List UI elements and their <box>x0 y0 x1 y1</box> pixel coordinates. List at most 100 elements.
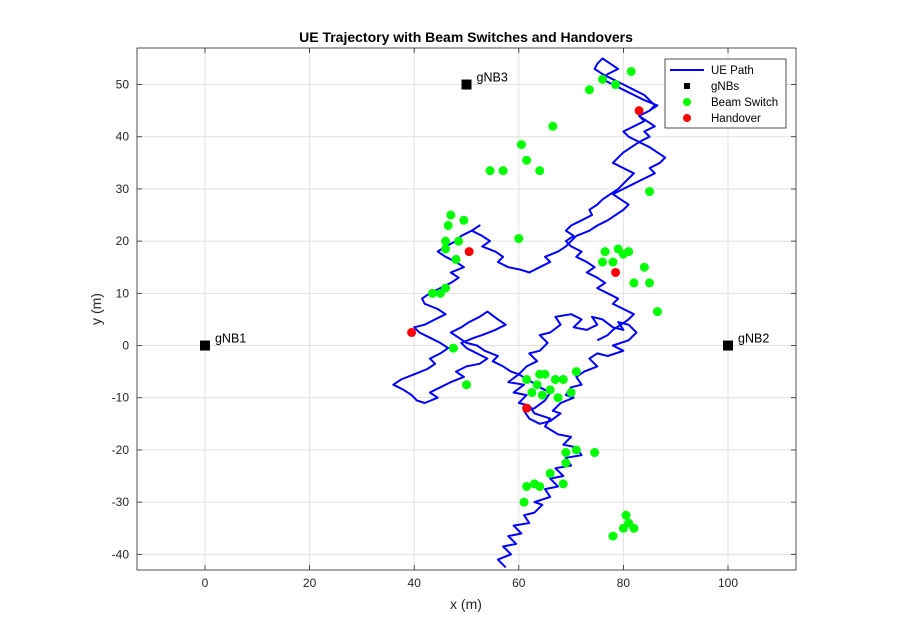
handover-point <box>407 327 417 337</box>
beam-switch-point <box>441 244 451 254</box>
beam-switch-point <box>608 531 618 541</box>
x-tick-label: 20 <box>303 576 317 590</box>
legend-label-ue-path: UE Path <box>711 65 754 77</box>
beam-switch-point <box>522 481 532 491</box>
y-tick-label: 40 <box>116 130 130 144</box>
x-tick-label: 80 <box>617 576 631 590</box>
beam-switch-point <box>535 369 545 379</box>
beam-switch-point <box>527 388 537 398</box>
y-tick-label: 0 <box>122 339 129 353</box>
beam-switch-point <box>462 380 471 390</box>
beam-switch-point <box>485 166 495 176</box>
y-tick-label: -40 <box>112 547 130 561</box>
beam-switch-point <box>590 448 600 458</box>
beam-switch-point <box>498 166 508 176</box>
y-tick-label: -20 <box>112 443 130 457</box>
beam-switch-point <box>522 374 532 384</box>
beam-switch-point <box>571 445 581 455</box>
x-tick-label: 100 <box>718 576 738 590</box>
y-tick-label: 30 <box>116 182 130 196</box>
gnb-label: gNB3 <box>477 71 508 85</box>
handover-point <box>611 267 621 277</box>
legend: UE Path gNBs Beam Switch Handover <box>664 58 787 129</box>
beam-switch-point <box>618 523 628 533</box>
beam-switch-point <box>584 85 594 95</box>
y-tick-label: 50 <box>116 78 130 92</box>
beam-switch-point <box>535 481 545 491</box>
beam-switch-point <box>545 385 555 395</box>
axes-box <box>136 47 797 571</box>
beam-switch-point <box>621 510 631 520</box>
beam-switch-point <box>626 66 636 76</box>
beam-switch-point <box>608 257 618 267</box>
chart-title: UE Trajectory with Beam Switches and Han… <box>299 29 633 45</box>
legend-swatch-gnbs <box>684 83 690 89</box>
gnb-label: gNB1 <box>215 332 246 346</box>
beam-switch-point <box>611 80 621 90</box>
beam-switch-point <box>558 374 568 384</box>
axes <box>136 47 797 571</box>
gnb-label: gNB2 <box>738 332 769 346</box>
beam-switch-point <box>597 74 607 84</box>
handover-point <box>522 403 532 413</box>
ue-path-line <box>392 57 667 569</box>
beam-switch-point <box>652 307 662 317</box>
legend-label-handover: Handover <box>711 113 761 125</box>
gnb-marker <box>461 79 472 90</box>
legend-label-gnbs: gNBs <box>711 81 739 93</box>
beam-switch-point <box>600 247 610 257</box>
legend-label-beam-switch: Beam Switch <box>711 97 778 109</box>
beam-switch-point <box>519 497 529 507</box>
beam-switch-point <box>553 393 563 403</box>
beam-switch-point <box>428 288 438 298</box>
beam-switch-point <box>548 121 558 131</box>
gnb-marker <box>199 340 210 351</box>
beam-switch-point <box>451 254 461 264</box>
data-layer <box>199 57 734 569</box>
beam-switch-point <box>550 374 560 384</box>
beam-switch-point <box>561 458 571 468</box>
plot-area <box>137 48 796 570</box>
beam-switch-point <box>558 479 568 489</box>
beam-switch-point <box>459 215 469 225</box>
x-tick-label: 40 <box>408 576 422 590</box>
beam-switch-point <box>516 140 526 150</box>
y-axis-label: y (m) <box>88 293 104 325</box>
tick-labels: 0 20 40 60 80 100 -40 -30 -20 -10 0 10 20 30 40 50 <box>112 78 739 590</box>
beam-switch-point <box>446 210 456 220</box>
beam-switch-point <box>561 448 571 458</box>
y-tick-label: 10 <box>116 286 130 300</box>
beam-switch-point <box>645 278 655 288</box>
beam-switch-point <box>624 247 634 257</box>
y-tick-label: -10 <box>112 391 130 405</box>
legend-swatch-handover <box>683 114 691 122</box>
gnb-labels: gNB1 gNB2 gNB3 <box>215 71 769 346</box>
handover-point <box>634 106 644 116</box>
beam-switch-point <box>443 220 453 230</box>
beam-switch-point <box>639 262 649 272</box>
y-tick-label: 20 <box>116 234 130 248</box>
beam-switch-point <box>535 166 545 176</box>
beam-switch-point <box>441 283 451 293</box>
beam-switch-point <box>448 343 458 353</box>
beam-switch-point <box>454 236 464 246</box>
handover-point <box>464 247 474 257</box>
x-tick-label: 0 <box>202 576 209 590</box>
beam-switch-point <box>441 236 451 246</box>
beam-switch-point <box>545 468 555 478</box>
beam-switch-point <box>532 380 542 390</box>
gnb-marker <box>723 340 734 351</box>
beam-switch-point <box>566 388 576 398</box>
legend-swatch-beam-switch <box>683 98 691 106</box>
beam-switch-point <box>613 244 623 254</box>
y-tick-label: -30 <box>112 495 130 509</box>
beam-switch-point <box>571 367 581 377</box>
beam-switch-point <box>629 523 639 533</box>
beam-switch-point <box>597 257 607 267</box>
beam-switch-point <box>522 155 532 165</box>
beam-switch-point <box>514 234 524 244</box>
beam-switch-point <box>645 187 655 197</box>
x-axis-label: x (m) <box>450 596 482 612</box>
x-tick-label: 60 <box>512 576 526 590</box>
